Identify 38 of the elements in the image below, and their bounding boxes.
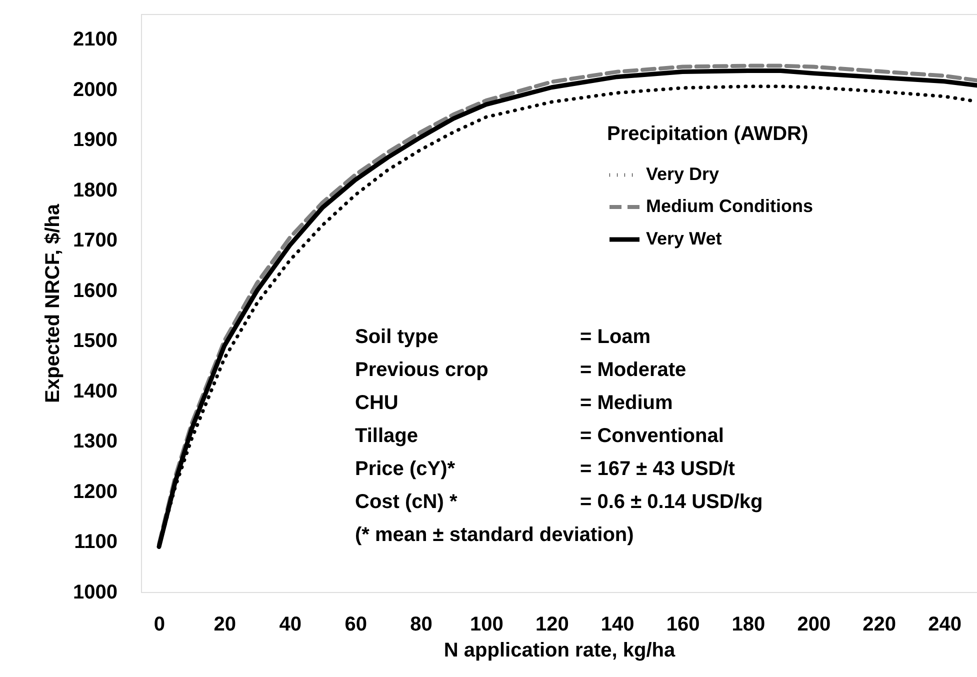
text: Previous crop = Moderate: [355, 359, 686, 381]
y-tick-label: 1000: [73, 582, 118, 604]
x-tick-label: 220: [862, 614, 896, 636]
y-tick-label: 2000: [73, 78, 118, 101]
text: Soil type = Loam: [355, 326, 651, 348]
x-tick-label: 40: [279, 614, 302, 636]
y-tick-label: 1700: [73, 230, 118, 252]
x-tick-label: 240: [928, 614, 962, 636]
y-tick-label: 2100: [73, 28, 118, 51]
x-tick-label: 120: [535, 614, 569, 636]
x-tick-label: 0: [154, 614, 166, 636]
x-axis-title: N application rate, kg/ha: [444, 640, 676, 662]
y-tick-label: 1600: [73, 280, 118, 302]
legend-label: Medium Conditions: [646, 196, 813, 216]
y-tick-label: 1300: [73, 430, 118, 453]
x-tick-label: 200: [797, 614, 831, 636]
x-tick-label: 20: [214, 614, 236, 636]
legend-title: Precipitation (AWDR): [607, 123, 808, 145]
y-tick-label: 1100: [74, 531, 118, 554]
x-tick-label: 80: [410, 614, 432, 636]
y-tick-label: 1500: [73, 330, 118, 352]
y-tick-label: 1900: [73, 129, 118, 152]
text: Price (cY)* = 167 ± 43 USD/t: [355, 458, 735, 480]
y-tick-label: 1200: [73, 480, 118, 503]
text: Tillage = Conventional: [355, 425, 724, 447]
legend-label: Very Wet: [646, 228, 722, 248]
x-tick-label: 160: [666, 614, 700, 636]
y-tick-label: 1800: [73, 179, 118, 202]
x-tick-label: 60: [344, 614, 367, 636]
x-tick-label: 100: [470, 614, 504, 636]
y-axis-title: Expected NRCF, $/ha: [42, 203, 64, 403]
text: CHU = Medium: [355, 392, 673, 414]
x-tick-label: 140: [600, 614, 634, 636]
legend-label: Very Dry: [646, 164, 720, 184]
annotation: (* mean ± standard deviation): [355, 524, 634, 546]
text: Cost (cN) * = 0.6 ± 0.14 USD/kg: [355, 491, 763, 513]
x-tick-label: 180: [732, 614, 766, 636]
y-tick-label: 1400: [73, 380, 118, 402]
